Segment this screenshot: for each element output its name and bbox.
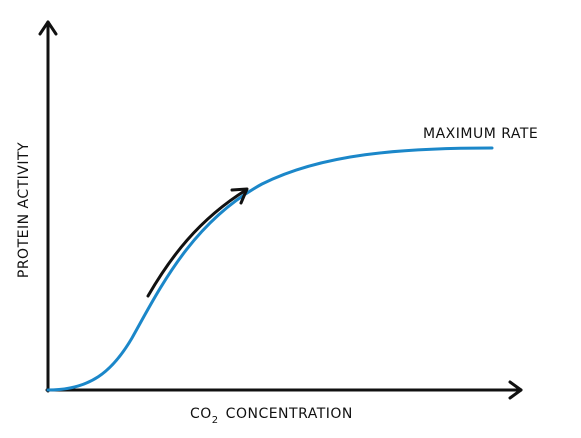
x-axis-arrowhead [508, 380, 523, 400]
x-axis-label: CO2 CONCENTRATION [190, 406, 353, 426]
trend-arrow [146, 188, 248, 298]
x-axis-label-rest: CONCENTRATION [226, 406, 353, 422]
trend-arrowhead [230, 187, 249, 205]
x-axis-label-main: CO [190, 406, 212, 422]
annotation: MAXIMUM RATE [423, 126, 538, 142]
x-axis-label-subscript: 2 [212, 415, 219, 426]
y-axis-arrowhead [38, 20, 58, 36]
activity-curve [46, 146, 494, 392]
y-axis-label: PROTEIN ACTIVITY [16, 142, 32, 278]
